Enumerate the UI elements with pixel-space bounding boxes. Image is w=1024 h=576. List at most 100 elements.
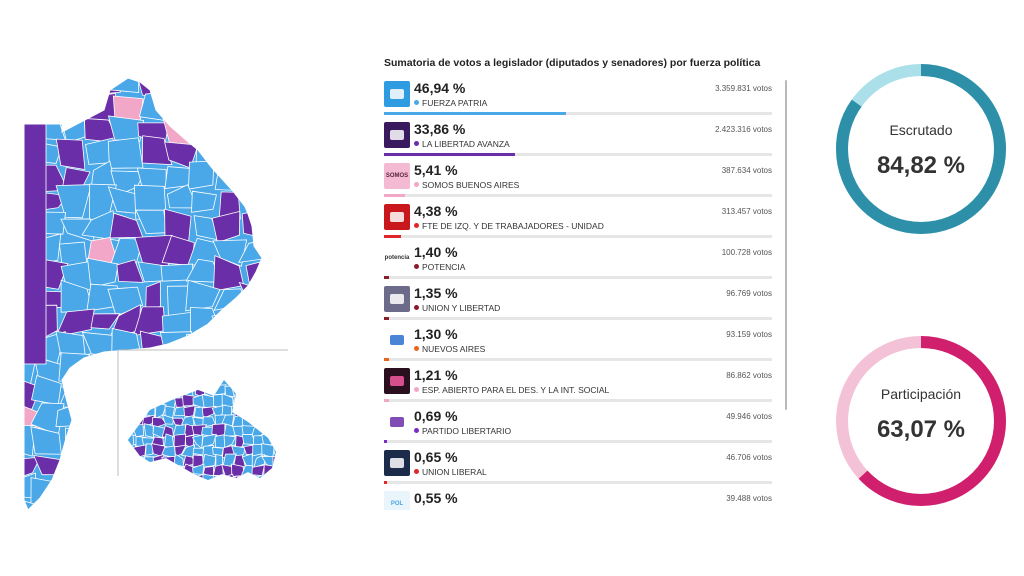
district [216,111,251,149]
district [128,395,136,409]
district [161,78,195,100]
district [142,384,156,398]
district [242,403,255,419]
district [173,406,186,416]
district [143,465,157,477]
party-row[interactable]: 0,69 % 49.946 votos PARTIDO LIBERTARIO [384,406,772,447]
district [57,471,92,503]
district [55,308,95,338]
district [107,115,145,143]
district [143,423,155,438]
party-row[interactable]: 1,30 % 93.159 votos NUEVOS AIRES [384,324,772,365]
district [190,112,218,143]
district [212,474,226,480]
scrollbar[interactable] [785,80,787,410]
district [116,259,144,283]
district [152,464,163,479]
results-panel: Sumatoria de votos a legislador (diputad… [384,56,788,510]
district [264,160,297,194]
party-logo-mark [390,376,404,386]
district [238,281,262,309]
party-row[interactable]: 1,35 % 96.769 votos UNION Y LIBERTAD [384,283,772,324]
district [192,357,219,386]
district [240,329,262,365]
party-row[interactable]: 0,65 % 46.706 votos UNION LIBERAL [384,447,772,488]
party-votes: 96.769 votos [726,289,772,298]
district [223,434,237,449]
party-logo [384,286,410,312]
escrutado-label: Escrutado [889,122,953,138]
district [211,498,244,510]
district [185,332,225,362]
district [128,473,138,480]
district [264,337,295,360]
district [82,501,116,510]
party-logo-mark [390,212,404,222]
party-name: PARTIDO LIBERTARIO [414,426,511,436]
district [264,215,300,239]
district [188,160,215,190]
district [32,503,66,510]
party-logo [384,450,410,476]
district [231,475,247,480]
district [239,474,262,502]
party-percentage: 33,86 % [414,121,466,137]
escrutado-value: 84,82 % [876,152,966,179]
district [271,425,276,439]
district [132,404,147,419]
district [254,403,267,419]
party-bar [384,481,387,484]
party-row[interactable]: potencia 1,40 % 100.728 votos POTENCIA [384,242,772,283]
district [81,380,119,401]
district [234,405,245,418]
district [141,403,156,418]
district [87,257,119,288]
party-logo-mark [390,89,404,99]
district [238,356,262,386]
district [241,306,262,335]
party-percentage: 0,55 % [414,490,458,506]
party-row[interactable]: SOMOS 5,41 % 387.634 votos SOMOS BUENOS AIR… [384,160,772,201]
district [185,279,221,312]
party-row[interactable]: 1,21 % 86.862 votos ESP. ABIERTO PARA EL D… [384,365,772,406]
party-votes: 2.423.316 votos [715,125,772,134]
district [90,313,121,330]
party-bar [384,358,390,361]
district [133,464,146,476]
party-name-text: POTENCIA [422,262,466,272]
party-name: UNION Y LIBERTAD [414,303,500,313]
district [211,210,241,244]
party-bar-track [384,235,772,238]
district [266,312,294,329]
party-bar-track [384,358,772,361]
party-color-dot [414,428,419,433]
party-row[interactable]: 4,38 % 313.457 votos FTE DE IZQ. Y DE TRAB… [384,201,772,242]
district [267,385,296,409]
district [151,385,166,397]
party-row[interactable]: POL 0,55 % 39.488 votos [384,488,772,510]
party-percentage: 1,30 % [414,326,458,342]
district [274,433,276,447]
party-bar-track [384,153,772,156]
district [253,453,266,469]
district [128,413,133,430]
party-row[interactable]: 46,94 % 3.359.831 votos FUERZA PATRIA [384,78,772,119]
party-percentage: 5,41 % [414,162,458,178]
district [152,425,166,440]
district [241,381,262,413]
party-list[interactable]: 46,94 % 3.359.831 votos FUERZA PATRIA 33,86… [384,78,782,510]
results-title: Sumatoria de votos a legislador (diputad… [384,57,761,69]
district [238,78,262,99]
party-name-text: FUERZA PATRIA [422,98,488,108]
party-percentage: 1,21 % [414,367,458,383]
party-name-text: NUEVOS AIRES [422,344,486,354]
district [88,353,120,385]
district [216,471,247,506]
party-logo-mark [390,294,404,304]
party-color-dot [414,387,419,392]
participacion-gauge-svg [836,336,1006,506]
party-bar [384,112,567,115]
district [131,477,147,480]
participacion-label: Participación [880,386,962,402]
party-row[interactable]: 33,86 % 2.423.316 votos LA LIBERTAD AVANZA [384,119,772,160]
